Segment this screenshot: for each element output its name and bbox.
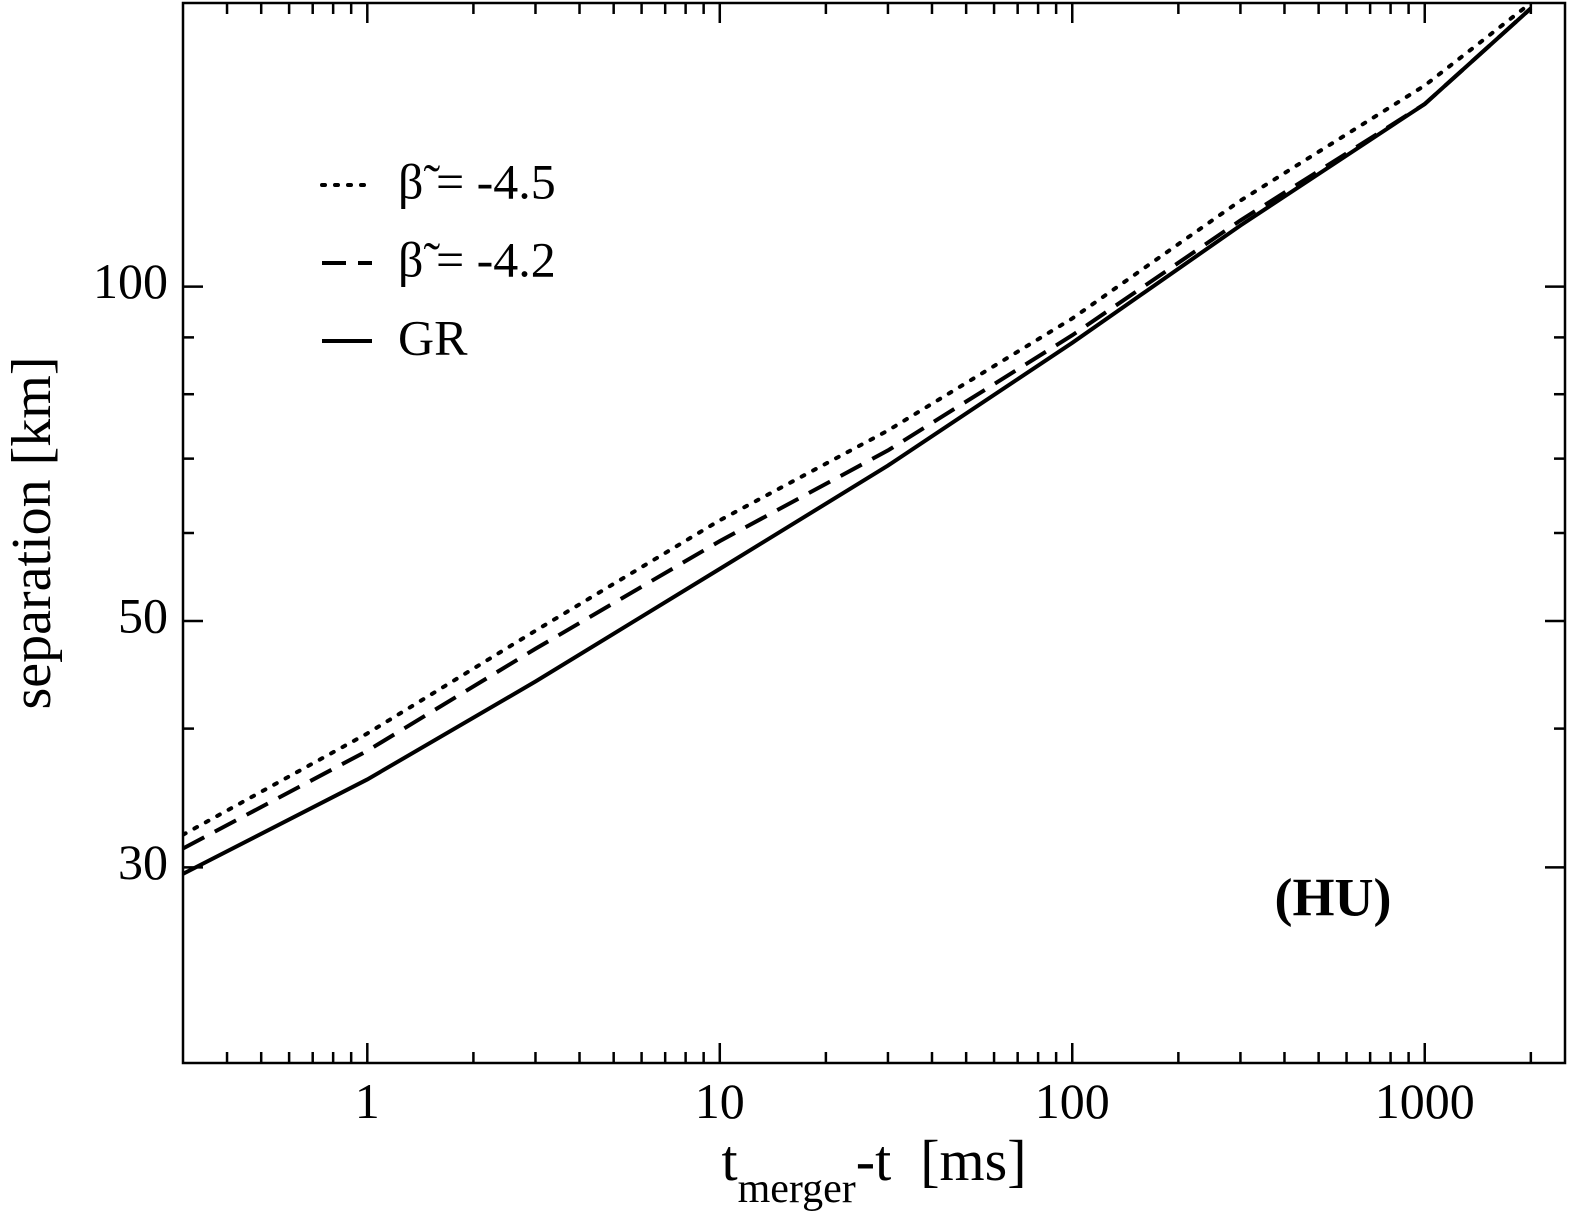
x-axis-label-rest: -t [ms] (856, 1128, 1027, 1193)
x-tick-label: 1000 (1375, 1073, 1475, 1129)
legend-label: β̃ = -4.2 (398, 231, 556, 287)
legend-label: GR (398, 309, 468, 365)
x-axis-label: tmerger-t [ms] (721, 1128, 1026, 1212)
series-line (183, 6, 1533, 876)
series-line (183, 6, 1533, 851)
y-tick-label: 50 (118, 587, 168, 643)
x-axis-label-main: t (721, 1128, 737, 1193)
annotation: (HU) (1275, 867, 1392, 927)
y-axis-label: separation [km] (1, 357, 63, 710)
x-tick-label: 1 (355, 1073, 380, 1129)
legend-label: β̃ = -4.5 (398, 153, 556, 209)
series-line (183, 3, 1533, 837)
plot-area (183, 3, 1533, 876)
x-tick-label: 100 (1035, 1073, 1110, 1129)
plot-frame (181, 1, 1567, 1065)
x-tick-label: 10 (695, 1073, 745, 1129)
x-axis-label-sub: merger (738, 1166, 856, 1212)
y-tick-label: 100 (93, 253, 168, 309)
y-tick-label: 30 (118, 834, 168, 890)
